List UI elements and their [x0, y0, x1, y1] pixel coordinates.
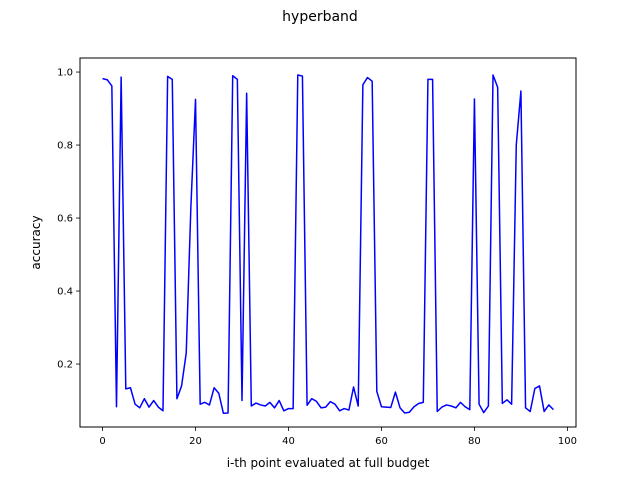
y-axis: 0.2 0.4 0.6 0.8 1.0: [57, 68, 80, 371]
x-tick-label: 20: [189, 436, 202, 447]
y-tick-label: 0.4: [57, 287, 73, 298]
x-tick-label: 40: [282, 436, 295, 447]
x-axis: 0 20 40 60 80 100: [99, 427, 577, 447]
x-tick-label: 60: [375, 436, 388, 447]
x-tick-label: 80: [468, 436, 481, 447]
plot-area: [102, 74, 554, 415]
y-tick-label: 0.8: [57, 141, 73, 152]
axes-frame: [79, 57, 577, 428]
y-axis-label: accuracy: [29, 215, 43, 269]
series-line: [102, 74, 554, 415]
x-tick-label: 100: [558, 436, 577, 447]
y-tick-label: 0.2: [57, 360, 73, 371]
chart-title: hyperband: [282, 9, 358, 25]
y-tick-label: 0.6: [57, 214, 73, 225]
x-tick-label: 0: [99, 436, 105, 447]
y-tick-label: 1.0: [57, 68, 73, 79]
x-axis-label: i-th point evaluated at full budget: [227, 456, 430, 470]
